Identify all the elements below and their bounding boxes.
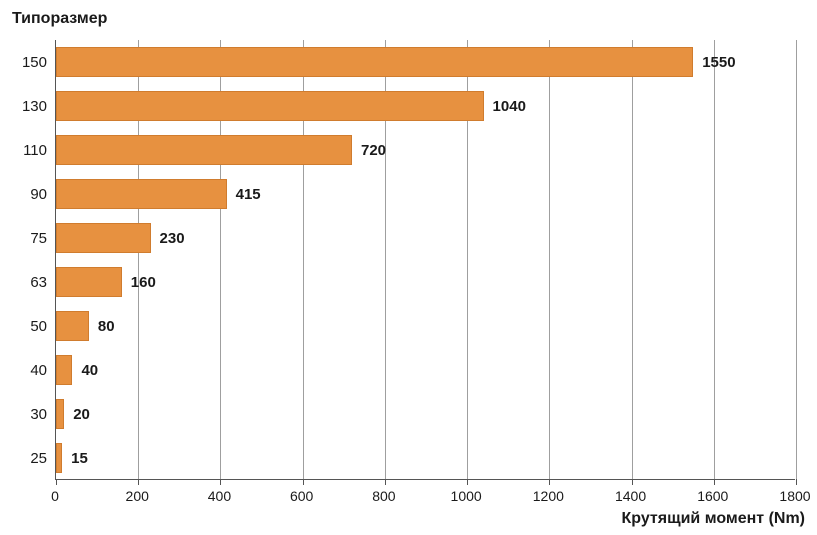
grid-line	[796, 40, 797, 479]
x-tick	[549, 479, 550, 485]
bar	[56, 399, 64, 429]
grid-line	[714, 40, 715, 479]
x-tick-label: 1600	[697, 488, 728, 504]
bar	[56, 267, 122, 297]
x-tick-label: 400	[208, 488, 231, 504]
x-tick-label: 800	[372, 488, 395, 504]
bar	[56, 223, 151, 253]
bar-value-label: 160	[131, 274, 156, 291]
x-tick	[56, 479, 57, 485]
bar	[56, 47, 693, 77]
x-tick-label: 1400	[615, 488, 646, 504]
x-tick	[385, 479, 386, 485]
y-category-label: 130	[22, 98, 47, 115]
y-category-label: 63	[30, 274, 47, 291]
bar-value-label: 15	[71, 450, 88, 467]
x-tick-label: 200	[126, 488, 149, 504]
x-tick-label: 1200	[533, 488, 564, 504]
y-axis-title: Типоразмер	[12, 10, 107, 28]
bar-value-label: 720	[361, 142, 386, 159]
bar-value-label: 1040	[493, 98, 526, 115]
y-category-label: 90	[30, 186, 47, 203]
bar-value-label: 230	[160, 230, 185, 247]
bar-value-label: 415	[236, 186, 261, 203]
bar-value-label: 80	[98, 318, 115, 335]
bar-value-label: 40	[81, 362, 98, 379]
y-category-label: 75	[30, 230, 47, 247]
x-axis-title: Крутящий момент (Nm)	[621, 510, 805, 528]
x-tick	[303, 479, 304, 485]
bar	[56, 135, 352, 165]
grid-line	[549, 40, 550, 479]
x-tick	[138, 479, 139, 485]
bar	[56, 179, 227, 209]
x-tick-label: 600	[290, 488, 313, 504]
y-category-label: 110	[23, 142, 47, 159]
plot-area	[55, 40, 795, 480]
grid-line	[632, 40, 633, 479]
x-tick	[714, 479, 715, 485]
bar	[56, 443, 62, 473]
y-category-label: 50	[30, 318, 47, 335]
bar-value-label: 1550	[702, 54, 735, 71]
y-category-label: 40	[30, 362, 47, 379]
x-tick	[220, 479, 221, 485]
x-tick-label: 0	[51, 488, 59, 504]
y-category-label: 25	[30, 450, 47, 467]
x-tick-label: 1000	[451, 488, 482, 504]
bar	[56, 91, 484, 121]
bar	[56, 355, 72, 385]
torque-chart: Типоразмер Крутящий момент (Nm) 0 200 400 6…	[0, 0, 817, 535]
x-tick	[632, 479, 633, 485]
y-category-label: 30	[30, 406, 47, 423]
bar-value-label: 20	[73, 406, 90, 423]
y-category-label: 150	[22, 54, 47, 71]
bar	[56, 311, 89, 341]
x-tick-label: 1800	[779, 488, 810, 504]
x-tick	[467, 479, 468, 485]
x-tick	[796, 479, 797, 485]
